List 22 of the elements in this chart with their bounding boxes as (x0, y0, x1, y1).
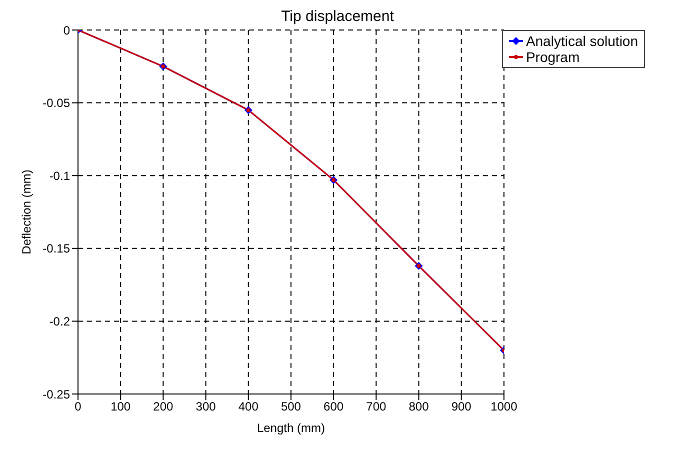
y-tick-label: -0.2 (49, 314, 70, 328)
x-tick-label: 100 (110, 400, 131, 414)
x-tick-label: 700 (366, 400, 386, 414)
x-tick-label: 0 (74, 400, 82, 414)
y-axis-title: Deflection (mm) (19, 170, 34, 254)
x-tick-label: 500 (280, 400, 302, 414)
legend-label: Analytical solution (526, 33, 638, 49)
x-tick-label: 400 (238, 400, 259, 414)
y-tick-label: -0.25 (42, 387, 70, 402)
x-tick-label: 600 (324, 400, 344, 414)
x-tick-label: 200 (153, 400, 174, 414)
y-tick-label: 0 (63, 23, 70, 38)
y-tick-label: -0.15 (42, 242, 70, 256)
y-tick-label: -0.1 (49, 168, 70, 183)
x-tick-label: 800 (408, 400, 430, 414)
x-axis-title: Length (mm) (256, 421, 325, 435)
x-tick-label: 900 (451, 400, 472, 414)
legend-label: Program (526, 49, 580, 65)
y-tick-label: -0.05 (42, 96, 70, 110)
x-tick-label: 300 (196, 400, 216, 414)
x-tick-label: 1000 (490, 400, 518, 414)
chart-title: Tip displacement (281, 8, 394, 25)
